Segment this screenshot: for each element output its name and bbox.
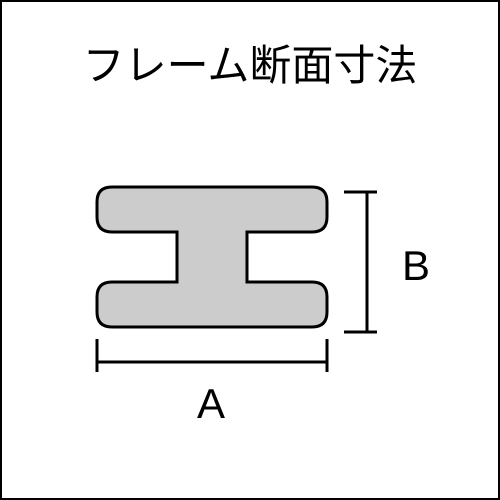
dimension-label-b: B: [402, 242, 430, 290]
diagram-area: B A: [92, 182, 372, 402]
diagram-title: フレーム断面寸法: [83, 32, 418, 93]
cross-section-shape: [92, 182, 332, 332]
dimension-bracket-b: [342, 187, 402, 337]
dimension-label-a: A: [197, 380, 225, 428]
diagram-container: フレーム断面寸法 B A: [0, 0, 500, 500]
